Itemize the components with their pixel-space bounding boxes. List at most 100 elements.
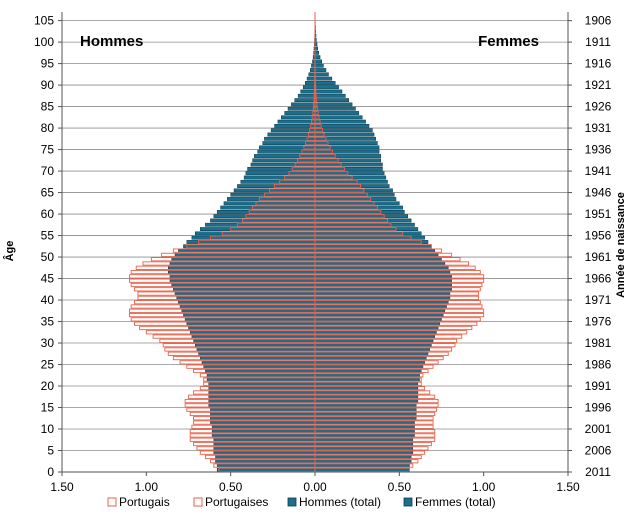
male-total-bar (250, 162, 316, 167)
x-tick-label: 1.00 (472, 480, 496, 494)
female-total-bar (314, 175, 387, 180)
female-total-bar (314, 106, 356, 111)
female-total-bar (314, 416, 417, 421)
male-total-bar (230, 192, 316, 197)
female-total-bar (314, 89, 343, 94)
age-tick-label: 60 (41, 207, 55, 221)
female-total-bar (314, 179, 388, 184)
female-total-bar (314, 459, 412, 464)
female-total-bar (314, 347, 430, 352)
female-total-bar (314, 188, 393, 193)
male-total-bar (208, 386, 316, 391)
female-total-bar (314, 218, 412, 223)
female-total-bar (314, 115, 363, 120)
female-total-bar (314, 386, 419, 391)
age-tick-label: 85 (41, 100, 55, 114)
female-total-bar (314, 184, 390, 189)
female-total-bar (314, 85, 339, 90)
female-total-bar (314, 403, 417, 408)
year-tick-label: 1986 (585, 358, 612, 372)
female-total-bar (314, 214, 409, 219)
male-total-bar (171, 283, 316, 287)
female-total-bar (314, 124, 370, 128)
male-total-bar (308, 72, 316, 77)
male-total-bar (171, 257, 316, 262)
right-side-label: Femmes (478, 33, 539, 50)
female-total-bar (314, 326, 439, 330)
male-total-bar (196, 347, 316, 352)
legend: Portugais Portugaises Hommes (total) Femmes… (107, 495, 496, 509)
year-tick-label: 1961 (585, 250, 612, 264)
male-total-bar (211, 424, 316, 429)
male-total-bar (203, 364, 316, 369)
male-total-bar (240, 179, 316, 184)
age-tick-label: 55 (41, 229, 55, 243)
male-total-bar (284, 111, 316, 115)
male-total-bar (252, 158, 316, 163)
female-total-bar (314, 343, 432, 348)
female-total-bar (314, 63, 324, 68)
female-total-bar (314, 252, 439, 257)
age-tick-label: 90 (41, 78, 55, 92)
age-tick-label: 95 (41, 57, 55, 71)
female-total-bar (314, 291, 451, 296)
female-total-bar (314, 248, 436, 253)
female-total-bar (314, 59, 322, 64)
male-total-bar (169, 278, 316, 283)
male-total-bar (205, 369, 316, 373)
male-total-bar (213, 442, 316, 446)
legend-swatch (107, 497, 117, 507)
female-total-bar (314, 463, 410, 468)
year-tick-label: 1936 (585, 143, 612, 157)
age-tick-label: 5 (47, 444, 54, 458)
male-total-bar (215, 455, 316, 459)
male-total-bar (205, 222, 316, 227)
female-total-bar (314, 102, 353, 107)
male-total-bar (179, 304, 316, 309)
x-tick-label: 0.50 (219, 480, 243, 494)
male-total-bar (262, 141, 316, 146)
female-total-bar (314, 68, 327, 72)
female-total-bar (314, 50, 319, 55)
male-total-bar (210, 416, 316, 421)
female-total-bar (314, 446, 414, 451)
male-total-bar (211, 433, 316, 438)
age-tick-label: 100 (34, 35, 54, 49)
male-total-bar (306, 76, 316, 81)
female-total-bar (314, 437, 414, 442)
female-total-bar (314, 227, 419, 232)
age-tick-label: 15 (41, 401, 55, 415)
male-total-bar (206, 373, 316, 378)
male-total-bar (168, 270, 316, 274)
age-tick-label: 70 (41, 164, 55, 178)
male-total-bar (302, 85, 316, 90)
age-tick-label: 105 (34, 14, 54, 28)
male-total-bar (206, 377, 316, 382)
male-total-bar (210, 407, 316, 412)
legend-swatch (287, 497, 297, 507)
female-total-bar (314, 351, 429, 356)
female-total-bar (314, 364, 424, 369)
male-total-bar (208, 399, 316, 403)
male-total-bar (169, 274, 316, 279)
female-total-bar (314, 420, 415, 425)
male-total-bar (194, 231, 316, 236)
male-total-bar (194, 343, 316, 348)
male-total-bar (173, 287, 316, 292)
year-tick-label: 1941 (585, 164, 612, 178)
age-tick-label: 45 (41, 272, 55, 286)
year-tick-label: 1926 (585, 100, 612, 114)
x-tick-label: 1.50 (556, 480, 580, 494)
female-total-bar (314, 119, 366, 124)
male-total-bar (208, 381, 316, 386)
female-total-bar (314, 424, 415, 429)
female-total-bar (314, 377, 420, 382)
legend-label: Portugaises (205, 495, 268, 509)
male-total-bar (213, 437, 316, 442)
male-total-bar (277, 119, 316, 124)
age-tick-label: 75 (41, 143, 55, 157)
female-total-bar (314, 373, 420, 378)
year-tick-label: 1971 (585, 293, 612, 307)
x-tick-labels: 1.50 1.00 0.50 0.00 0.50 1.00 1.50 (50, 480, 580, 494)
female-total-bar (314, 295, 451, 300)
